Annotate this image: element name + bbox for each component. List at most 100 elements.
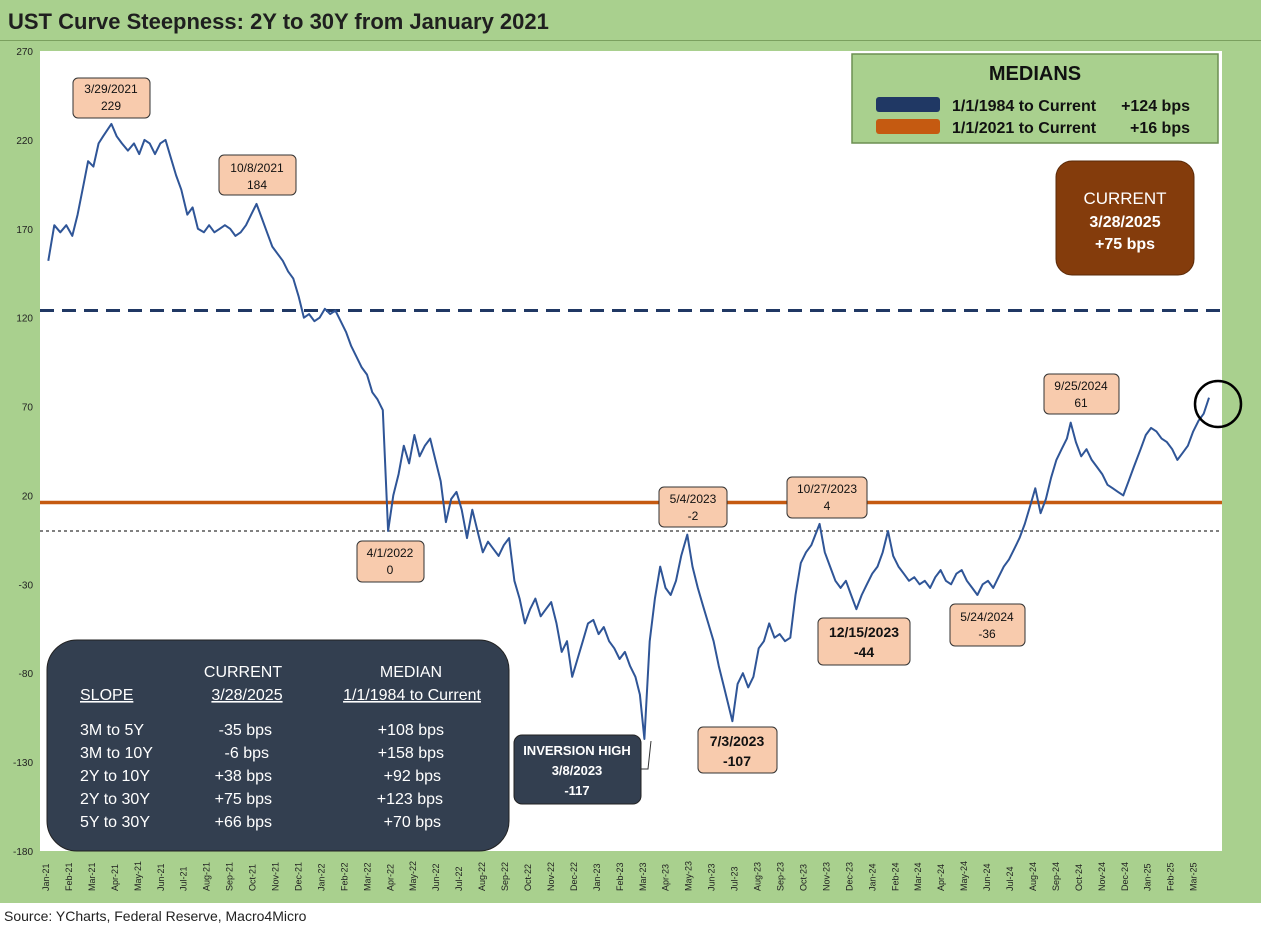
x-tick-label: Sep-21 bbox=[225, 862, 235, 891]
x-tick-label: Dec-21 bbox=[293, 862, 303, 891]
y-tick-label: -80 bbox=[19, 669, 34, 680]
legend-value-long: +124 bps bbox=[1121, 98, 1190, 115]
callout: 7/3/2023 -107 bbox=[697, 726, 778, 774]
slope-header-current: CURRENT bbox=[204, 664, 282, 681]
slope-row-label: 5Y to 30Y bbox=[80, 814, 150, 831]
x-tick-label: May-23 bbox=[684, 861, 694, 891]
slope-header-date: 3/28/2025 bbox=[211, 687, 282, 704]
x-tick-label: May-22 bbox=[408, 861, 418, 891]
x-tick-label: Dec-24 bbox=[1120, 862, 1130, 891]
x-tick-label: Aug-23 bbox=[753, 862, 763, 891]
callout-value: 4 bbox=[824, 499, 831, 513]
title-bar: UST Curve Steepness: 2Y to 30Y from Janu… bbox=[0, 0, 1261, 41]
x-tick-label: Aug-21 bbox=[202, 862, 212, 891]
x-tick-label: Jul-22 bbox=[454, 866, 464, 891]
inversion-line2: 3/8/2023 bbox=[552, 763, 603, 778]
slope-row-median: +92 bps bbox=[384, 768, 441, 785]
y-axis: 270 220 170 120 70 20 -30 -80 -130 -180 bbox=[13, 47, 33, 858]
y-tick-label: 20 bbox=[22, 491, 34, 502]
current-marker-circle bbox=[1193, 379, 1243, 429]
y-tick-label: 170 bbox=[16, 225, 33, 236]
callout-value: 184 bbox=[247, 178, 267, 192]
x-tick-label: Mar-21 bbox=[87, 862, 97, 891]
callout-value: -2 bbox=[688, 509, 699, 523]
x-tick-label: Oct-21 bbox=[248, 864, 258, 891]
page-title: UST Curve Steepness: 2Y to 30Y from Janu… bbox=[8, 9, 549, 34]
current-box-line1: CURRENT bbox=[1083, 189, 1166, 208]
callout: 3/29/2021 229 bbox=[72, 77, 151, 119]
x-tick-label: May-21 bbox=[133, 861, 143, 891]
callout: 5/4/2023 -2 bbox=[658, 486, 728, 528]
callout-date: 5/24/2024 bbox=[960, 610, 1014, 624]
callout: 9/25/2024 61 bbox=[1043, 373, 1120, 415]
x-tick-label: Apr-24 bbox=[936, 864, 946, 891]
slope-row-median: +158 bps bbox=[378, 745, 444, 762]
x-tick-label: Jul-24 bbox=[1005, 866, 1015, 891]
medians-title: MEDIANS bbox=[989, 63, 1081, 85]
x-tick-label: Apr-21 bbox=[110, 864, 120, 891]
x-tick-label: Jan-22 bbox=[316, 863, 326, 891]
slope-row-current: +66 bps bbox=[215, 814, 272, 831]
slope-row-current: -35 bps bbox=[219, 722, 272, 739]
x-tick-label: Jan-25 bbox=[1143, 863, 1153, 891]
x-tick-label: Sep-24 bbox=[1051, 862, 1061, 891]
x-tick-label: Mar-22 bbox=[362, 862, 372, 891]
callout-value: -44 bbox=[854, 644, 874, 660]
callout-date: 10/8/2021 bbox=[230, 161, 284, 175]
legend-swatch-short bbox=[876, 119, 940, 134]
slope-row-label: 2Y to 10Y bbox=[80, 768, 150, 785]
y-tick-label: 270 bbox=[16, 47, 33, 58]
callout-value: 61 bbox=[1074, 396, 1088, 410]
x-tick-label: Oct-22 bbox=[523, 864, 533, 891]
x-tick-label: Nov-21 bbox=[271, 862, 281, 891]
x-tick-label: Nov-22 bbox=[546, 862, 556, 891]
y-tick-label: -130 bbox=[13, 758, 33, 769]
current-box-line2: 3/28/2025 bbox=[1089, 214, 1160, 231]
callout-value: 0 bbox=[387, 563, 394, 577]
source-note: Source: YCharts, Federal Reserve, Macro4… bbox=[4, 908, 307, 924]
callout-date: 12/15/2023 bbox=[829, 624, 899, 640]
series-line bbox=[47, 122, 1210, 740]
slope-row-label: 3M to 10Y bbox=[80, 745, 153, 762]
callout-date: 3/29/2021 bbox=[84, 82, 138, 96]
inversion-line1: INVERSION HIGH bbox=[523, 743, 631, 758]
x-tick-label: Mar-23 bbox=[638, 862, 648, 891]
slope-table: CURRENT MEDIAN SLOPE 3/28/2025 1/1/1984 … bbox=[46, 639, 510, 852]
x-tick-label: Mar-25 bbox=[1189, 862, 1199, 891]
legend-swatch-long bbox=[876, 97, 940, 112]
slope-row-current: +38 bps bbox=[215, 768, 272, 785]
x-tick-label: Jun-24 bbox=[982, 863, 992, 891]
callout-value: -36 bbox=[978, 627, 996, 641]
callout: 10/27/2023 4 bbox=[786, 476, 868, 519]
x-tick-label: Apr-23 bbox=[661, 864, 671, 891]
legend-label-long: 1/1/1984 to Current bbox=[952, 98, 1097, 115]
x-axis: Jan-21 Feb-21 Mar-21 Apr-21 May-21 Jun-21 Jul-… bbox=[41, 861, 1199, 891]
slope-row-median: +70 bps bbox=[384, 814, 441, 831]
x-tick-label: Jun-23 bbox=[707, 863, 717, 891]
x-tick-label: Aug-24 bbox=[1028, 862, 1038, 891]
callout-value: 229 bbox=[101, 99, 121, 113]
x-tick-label: Feb-23 bbox=[615, 862, 625, 891]
x-tick-label: Apr-22 bbox=[385, 864, 395, 891]
x-tick-label: Jan-24 bbox=[867, 863, 877, 891]
y-tick-label: -30 bbox=[19, 580, 34, 591]
slope-row-label: 2Y to 30Y bbox=[80, 791, 150, 808]
x-tick-label: Feb-24 bbox=[890, 862, 900, 891]
slope-header-range: 1/1/1984 to Current bbox=[343, 687, 481, 704]
medians-legend: MEDIANS 1/1/1984 to Current +124 bps 1/1… bbox=[851, 53, 1219, 144]
callout-date: 7/3/2023 bbox=[710, 733, 765, 749]
y-tick-label: 120 bbox=[16, 314, 33, 325]
slope-row-median: +108 bps bbox=[378, 722, 444, 739]
callout-date: 9/25/2024 bbox=[1054, 379, 1108, 393]
x-tick-label: Feb-21 bbox=[64, 862, 74, 891]
series-layer bbox=[47, 122, 1210, 740]
x-tick-label: Feb-25 bbox=[1166, 862, 1176, 891]
x-tick-label: Dec-23 bbox=[844, 862, 854, 891]
callout: 10/8/2021 184 bbox=[218, 154, 297, 196]
slope-row-median: +123 bps bbox=[377, 791, 443, 808]
slope-row-label: 3M to 5Y bbox=[80, 722, 144, 739]
inversion-box: INVERSION HIGH 3/8/2023 -117 bbox=[513, 734, 652, 805]
x-tick-label: Jul-23 bbox=[730, 866, 740, 891]
x-tick-label: Sep-23 bbox=[775, 862, 785, 891]
inversion-line3: -117 bbox=[564, 783, 589, 798]
